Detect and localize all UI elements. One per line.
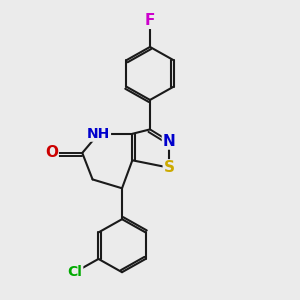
Text: S: S bbox=[164, 160, 175, 175]
Text: O: O bbox=[45, 146, 58, 160]
Text: N: N bbox=[163, 134, 175, 149]
Text: Cl: Cl bbox=[68, 265, 82, 279]
Text: F: F bbox=[145, 13, 155, 28]
Text: NH: NH bbox=[87, 127, 110, 141]
